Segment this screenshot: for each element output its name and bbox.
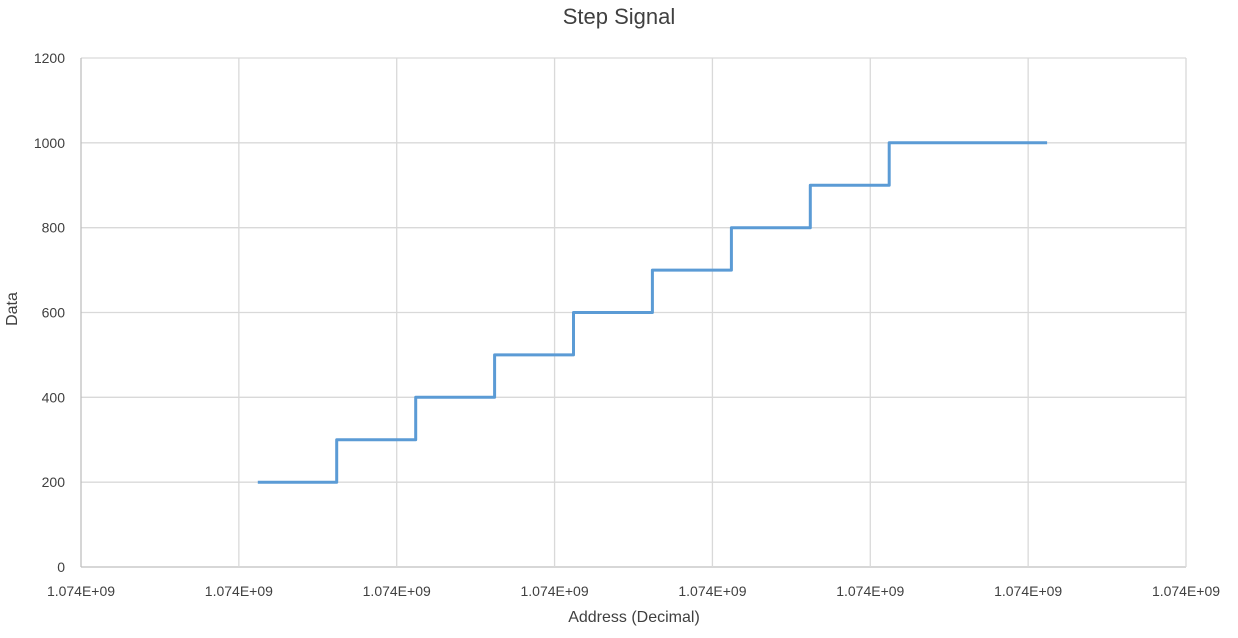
y-tick-label: 400 — [42, 389, 66, 405]
y-tick-label: 600 — [42, 305, 66, 321]
y-tick-label: 0 — [57, 559, 65, 575]
x-tick-label: 1.074E+09 — [205, 583, 273, 599]
x-tick-label: 1.074E+09 — [1152, 583, 1220, 599]
x-tick-label: 1.074E+09 — [678, 583, 746, 599]
x-axis-label: Address (Decimal) — [568, 609, 700, 626]
x-tick-label: 1.074E+09 — [363, 583, 431, 599]
y-tick-label: 200 — [42, 474, 66, 490]
y-tick-label: 1000 — [34, 135, 65, 151]
y-tick-label: 800 — [42, 220, 66, 236]
chart-title: Step Signal — [562, 4, 676, 29]
y-tick-label: 1200 — [34, 50, 65, 66]
series-line — [257, 141, 1048, 484]
x-tick-label: 1.074E+09 — [47, 583, 115, 599]
x-tick-label: 1.074E+09 — [994, 583, 1062, 599]
x-tick-label: 1.074E+09 — [521, 583, 589, 599]
x-tick-label: 1.074E+09 — [836, 583, 904, 599]
